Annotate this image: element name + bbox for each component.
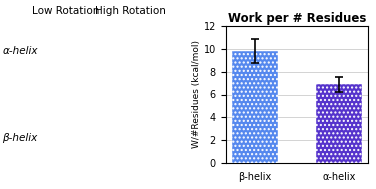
Text: α-helix: α-helix bbox=[2, 46, 38, 56]
Text: β-helix: β-helix bbox=[2, 133, 38, 143]
Y-axis label: W/#Residues (kcal/mol): W/#Residues (kcal/mol) bbox=[192, 40, 201, 149]
Bar bbox=[232, 51, 278, 163]
Text: High Rotation: High Rotation bbox=[96, 6, 166, 16]
Text: Low Rotation: Low Rotation bbox=[32, 6, 99, 16]
Bar bbox=[316, 84, 362, 163]
Title: Work per # Residues: Work per # Residues bbox=[228, 12, 366, 25]
